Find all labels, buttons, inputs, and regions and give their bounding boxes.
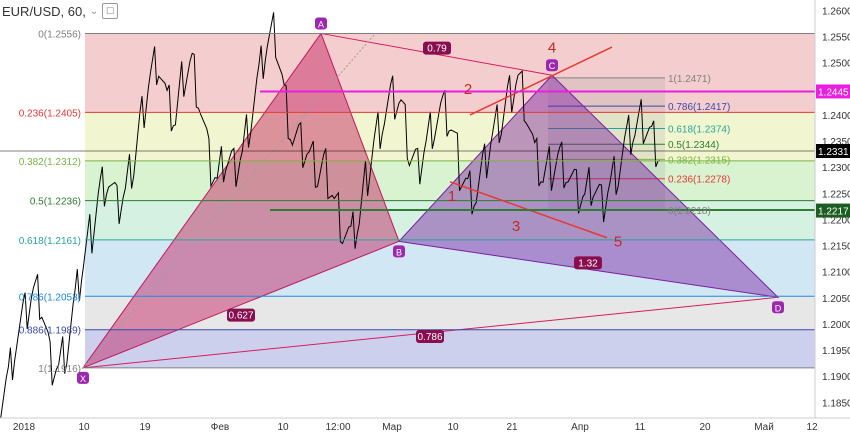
y-tick-label: 1.1950 (822, 346, 850, 357)
x-tick-label: 2018 (13, 422, 36, 432)
fib-band (85, 329, 815, 368)
ratio-badge (423, 41, 451, 55)
y-tick-label: 1.2050 (822, 294, 850, 305)
y-tick-label: 1.2400 (822, 111, 850, 122)
x-tick-label: 19 (139, 422, 151, 432)
x-tick-label: Фев (211, 422, 229, 432)
chevron-down-icon[interactable]: ⌄ (89, 5, 99, 17)
x-tick-label: Мар (382, 422, 402, 432)
x-tick-label: 21 (506, 422, 518, 432)
fib-right-label: 0(1.2218) (668, 206, 711, 217)
ratio-label: 0.627 (228, 311, 253, 322)
pattern-point-marker (393, 245, 405, 258)
wave-label: 2 (464, 81, 472, 98)
fib-level-label: 0.5(1.2236) (30, 197, 81, 208)
symbol-label[interactable]: EUR/USD, 60, (2, 3, 86, 19)
fib-level-label: 0.618(1.2161) (19, 236, 81, 247)
ratio-badge (574, 256, 602, 270)
pattern-point-label: A (318, 19, 324, 29)
fib-level-label: 0.236(1.2405) (19, 108, 81, 119)
wave-label: 1 (448, 188, 456, 205)
fib-right-label: 0.236(1.2278) (668, 175, 730, 186)
ratio-badge (416, 330, 444, 344)
y-tick-label: 1.2600 (822, 6, 850, 17)
ratio-label: 0.786 (417, 332, 442, 343)
x-tick-label: 12 (806, 422, 818, 432)
price-badge-label: 1.2217 (818, 207, 849, 218)
x-tick-label: Апр (571, 422, 589, 432)
y-tick-label: 1.2250 (822, 189, 850, 200)
pattern-point-label: B (396, 247, 402, 257)
fib-level-label: 0.886(1.1989) (19, 326, 81, 337)
fib-level-label: 0.382(1.2312) (19, 157, 81, 168)
fib-right-label: 0.618(1.2374) (668, 125, 730, 136)
fib-level-label: 1(1.1916) (38, 364, 81, 375)
pattern-bcd (397, 74, 780, 299)
x-tick-label: 11 (635, 422, 646, 432)
x-axis-area (0, 418, 850, 432)
ratio-label: 1.32 (578, 258, 598, 269)
price-badge (816, 203, 850, 218)
y-tick-label: 1.2200 (822, 215, 850, 226)
y-tick-label: 1.2300 (822, 163, 850, 174)
wave-line-upper (469, 46, 613, 116)
pattern-point-marker (546, 59, 558, 72)
price-badge (816, 144, 850, 159)
x-tick-label: 20 (699, 422, 711, 432)
chart-header: EUR/USD, 60, ⌄ □ (0, 0, 119, 22)
y-tick-label: 1.2350 (822, 137, 850, 148)
y-tick-label: 1.2100 (822, 268, 850, 279)
y-tick-label: 1.2500 (822, 59, 850, 70)
price-badge-label: 1.2445 (818, 87, 849, 98)
fib-right-label: 0.382(1.2315) (668, 155, 730, 166)
fib-right-label: 0.5(1.2344) (668, 140, 719, 151)
x-tick-label: 10 (277, 422, 289, 432)
y-tick-label: 1.2000 (822, 320, 850, 331)
price-badge-label: 1.2331 (818, 147, 849, 158)
pattern-point-marker (315, 17, 327, 30)
y-tick-label: 1.1850 (822, 398, 850, 409)
x-tick-label: 12:00 (325, 422, 350, 432)
y-tick-label: 1.2150 (822, 242, 850, 253)
fib-band (85, 200, 815, 240)
fib-band (85, 112, 815, 161)
ratio-label: 0.79 (427, 44, 447, 55)
pattern-point-label: X (80, 374, 86, 384)
y-tick-label: 1.2550 (822, 33, 850, 44)
wave-label: 4 (548, 39, 556, 56)
fib-right-label: 0.786(1.2417) (668, 102, 730, 113)
fib-level-label: 0.786(1.2053) (19, 292, 81, 303)
x-tick-label: Май (754, 422, 774, 432)
wave-label: 3 (512, 218, 520, 235)
y-tick-label: 1.1900 (822, 372, 850, 383)
fib-band (85, 296, 815, 330)
price-badge (816, 84, 850, 99)
wave-label: 5 (614, 234, 622, 251)
pattern-point-label: D (775, 303, 782, 313)
square-icon[interactable]: □ (102, 3, 119, 19)
fib-right-label: 1(1.2471) (668, 74, 711, 85)
x-tick-label: 10 (447, 422, 459, 432)
ratio-badge (227, 308, 255, 322)
fib-level-label: 0(1.2556) (38, 29, 81, 40)
pattern-point-marker (77, 371, 89, 384)
pattern-point-label: C (549, 61, 556, 71)
pattern-point-marker (772, 301, 784, 314)
x-tick-label: 10 (78, 422, 90, 432)
